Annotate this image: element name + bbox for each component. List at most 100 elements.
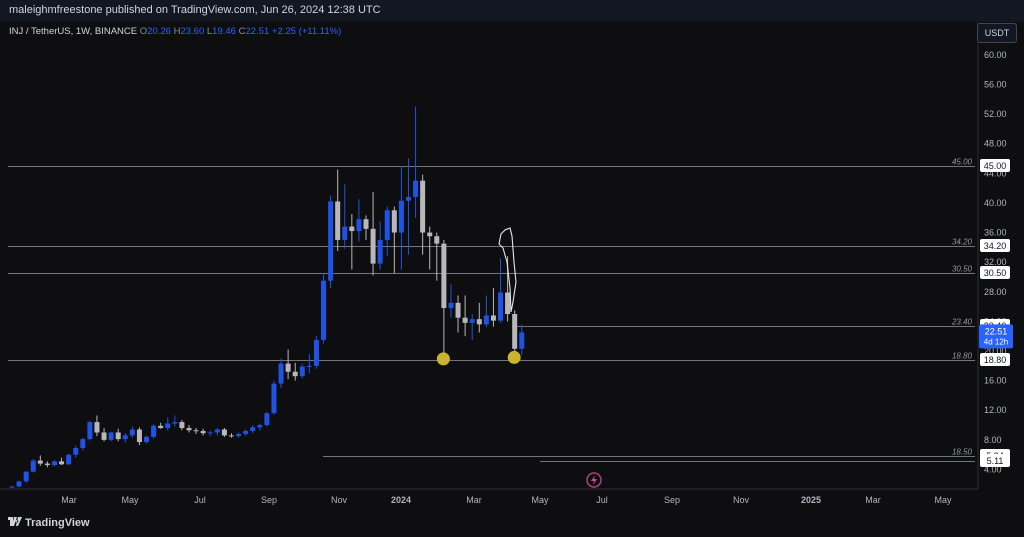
candle-body[interactable]	[420, 180, 426, 233]
candle-body[interactable]	[498, 292, 504, 321]
candle-body[interactable]	[200, 430, 206, 434]
candle-body[interactable]	[398, 200, 404, 233]
current-price-tag	[979, 324, 1013, 349]
candle-body[interactable]	[129, 429, 135, 436]
candle-body[interactable]	[476, 319, 482, 325]
candle-body[interactable]	[151, 425, 157, 437]
candle-body[interactable]	[73, 448, 79, 455]
candle-body[interactable]	[144, 436, 150, 443]
candle-body[interactable]	[306, 365, 312, 367]
candle-body[interactable]	[313, 339, 319, 366]
candle-body[interactable]	[9, 486, 15, 488]
candle-body[interactable]	[228, 435, 234, 437]
candle-body[interactable]	[44, 463, 50, 466]
x-tick-label: 2024	[391, 495, 411, 505]
level-label: 30.50	[952, 265, 973, 274]
x-tick-label: Jul	[194, 495, 206, 505]
candle-body[interactable]	[328, 201, 334, 281]
y-tick-label: 36.00	[984, 228, 1007, 238]
candle-body[interactable]	[299, 366, 305, 377]
candle-body[interactable]	[321, 280, 327, 340]
candle-body[interactable]	[413, 180, 419, 197]
candle-body[interactable]	[356, 219, 362, 232]
candle-body[interactable]	[505, 292, 511, 314]
candle-body[interactable]	[66, 454, 72, 465]
level-price-tag-label: 5.11	[987, 456, 1004, 466]
candle-body[interactable]	[377, 239, 383, 264]
flash-icon-bolt	[591, 475, 597, 485]
candle-body[interactable]	[115, 432, 121, 440]
x-tick-label: Mar	[466, 495, 482, 505]
candle-body[interactable]	[512, 313, 518, 349]
candle-body[interactable]	[370, 228, 376, 264]
candle-body[interactable]	[490, 315, 496, 321]
candle-body[interactable]	[87, 422, 93, 440]
low-label: L	[206, 26, 213, 37]
candle-body[interactable]	[285, 363, 291, 372]
change-value: +2.25 (+11.11%)	[271, 26, 342, 37]
candle-body[interactable]	[193, 430, 199, 432]
level-price-tag	[980, 159, 1010, 172]
candle-body[interactable]	[94, 422, 100, 433]
footer-bar	[0, 509, 1024, 537]
candle-body[interactable]	[448, 302, 454, 309]
candle-body[interactable]	[271, 383, 277, 414]
candle-body[interactable]	[108, 432, 114, 440]
level-label: 45.00	[952, 158, 973, 167]
drawn-arrow-annotation[interactable]	[498, 227, 517, 313]
currency-button[interactable]: USDT	[977, 23, 1017, 43]
candle-body[interactable]	[384, 210, 390, 240]
candle-body[interactable]	[243, 430, 249, 434]
candle-body[interactable]	[335, 201, 341, 240]
candle-body[interactable]	[158, 425, 164, 429]
candle-body[interactable]	[23, 471, 29, 482]
level-label: 18.50	[952, 448, 973, 457]
candle-body[interactable]	[30, 460, 36, 472]
candle-body[interactable]	[51, 461, 57, 466]
candle-body[interactable]	[405, 196, 411, 201]
x-tick-label: Nov	[733, 495, 750, 505]
candle-body[interactable]	[427, 232, 433, 237]
candle-body[interactable]	[207, 432, 213, 434]
level-price-tag-label: 45.00	[984, 161, 1007, 171]
candle-body[interactable]	[236, 433, 242, 437]
candle-body[interactable]	[455, 302, 461, 318]
candle-body[interactable]	[349, 226, 355, 232]
candle-body[interactable]	[342, 226, 348, 240]
level-label: 18.80	[952, 352, 973, 361]
candle-body[interactable]	[462, 317, 468, 323]
candle-body[interactable]	[519, 332, 525, 349]
open-label: O	[139, 26, 148, 37]
candle-body[interactable]	[391, 210, 397, 233]
candle-body[interactable]	[37, 460, 43, 464]
candle-body[interactable]	[136, 429, 142, 443]
candle-body[interactable]	[441, 243, 447, 309]
candle-body[interactable]	[278, 363, 284, 384]
candle-body[interactable]	[80, 439, 86, 449]
flash-icon[interactable]	[586, 472, 602, 488]
candle-body[interactable]	[257, 425, 263, 428]
candle-body[interactable]	[292, 371, 298, 377]
highlight-marker[interactable]	[507, 350, 521, 364]
candle-body[interactable]	[101, 432, 107, 440]
candle-body[interactable]	[434, 236, 440, 244]
candle-body[interactable]	[172, 422, 178, 424]
candle-body[interactable]	[179, 422, 185, 429]
highlight-marker[interactable]	[436, 352, 450, 366]
candle-body[interactable]	[469, 319, 475, 323]
candle-body[interactable]	[214, 429, 220, 433]
candle-body[interactable]	[16, 481, 22, 487]
x-tick-label: Sep	[261, 495, 277, 505]
candle-body[interactable]	[59, 461, 65, 465]
candle-body[interactable]	[363, 219, 369, 229]
candle-body[interactable]	[165, 423, 171, 429]
candle-body[interactable]	[122, 435, 128, 440]
candle-body[interactable]	[186, 428, 192, 431]
symbol-name[interactable]: INJ / TetherUS, 1W, BINANCE	[9, 26, 138, 37]
candle-body[interactable]	[250, 427, 256, 431]
candle-body[interactable]	[221, 429, 227, 436]
candle-body[interactable]	[483, 315, 489, 325]
tradingview-logo[interactable]: TradingView	[8, 517, 90, 529]
candle-body[interactable]	[264, 413, 270, 426]
